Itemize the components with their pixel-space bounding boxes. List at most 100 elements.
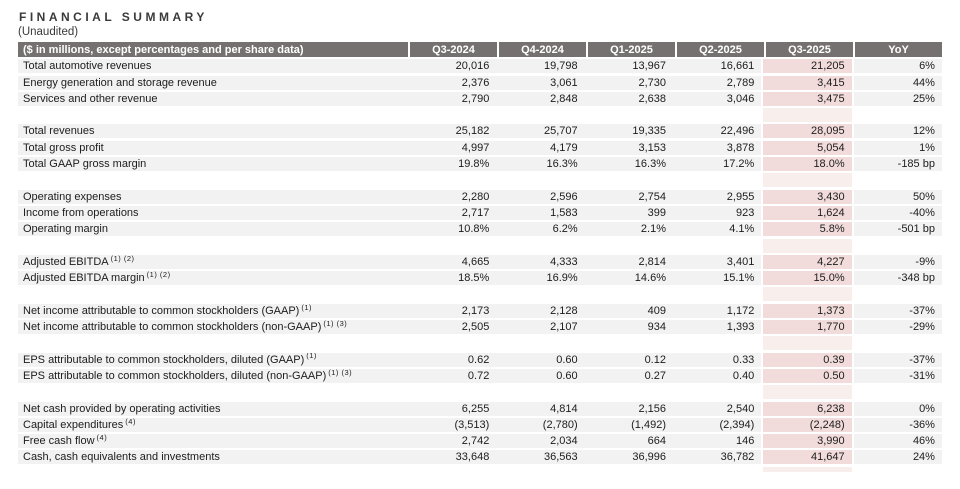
value-cell: 2,376 bbox=[408, 75, 497, 90]
value-cell bbox=[761, 173, 854, 188]
value-cell: 0.72 bbox=[408, 368, 497, 383]
value-cell bbox=[496, 108, 585, 123]
row-label: Operating expenses bbox=[18, 189, 408, 204]
value-cell: 0.40 bbox=[672, 368, 762, 383]
table-row: EPS attributable to common stockholders,… bbox=[18, 368, 942, 383]
value-cell: 2,638 bbox=[584, 91, 673, 106]
footnote-reference: (1) (2) bbox=[146, 271, 171, 279]
value-cell: 3,046 bbox=[672, 91, 762, 106]
value-cell bbox=[408, 287, 497, 302]
value-cell: 1,770 bbox=[761, 320, 854, 335]
row-label-text: Total revenues bbox=[23, 125, 95, 138]
table-row: Adjusted EBITDA margin (1) (2) 18.5% 16.9% 1… bbox=[18, 271, 942, 286]
value-cell bbox=[408, 466, 497, 472]
row-label bbox=[18, 287, 408, 302]
value-cell: 2,848 bbox=[496, 91, 585, 106]
table-row: Free cash flow (4) 2,742 2,034 664 146 3,990 46… bbox=[18, 434, 942, 449]
row-label-text: Net cash provided by operating activitie… bbox=[23, 402, 221, 415]
value-cell: 10.8% bbox=[408, 222, 497, 237]
value-cell: 0.60 bbox=[496, 352, 585, 367]
footnote-reference: (1) (2) bbox=[110, 254, 135, 263]
value-cell bbox=[496, 287, 585, 302]
value-cell bbox=[853, 287, 942, 302]
value-cell: 36,563 bbox=[496, 450, 585, 465]
row-label: Cash, cash equivalents and investments bbox=[18, 450, 408, 465]
value-cell: 2,540 bbox=[672, 401, 762, 416]
value-cell: (3,513) bbox=[408, 417, 497, 432]
column-header: ($ in millions, except percentages and p… bbox=[18, 42, 408, 57]
value-cell bbox=[496, 385, 585, 400]
row-label: Income from operations bbox=[18, 205, 408, 220]
row-label-text: Total gross profit bbox=[23, 141, 104, 154]
value-cell: 2,173 bbox=[408, 303, 497, 318]
value-cell: 36,782 bbox=[672, 450, 762, 465]
table-header-row: ($ in millions, except percentages and p… bbox=[18, 42, 942, 57]
value-cell: 2.1% bbox=[584, 222, 673, 237]
value-cell: -37% bbox=[853, 303, 942, 318]
footnote-reference: (4) bbox=[125, 417, 136, 426]
row-label: Adjusted EBITDA (1) (2) bbox=[18, 254, 408, 269]
value-cell: 2,955 bbox=[672, 189, 762, 204]
value-cell bbox=[408, 385, 497, 400]
value-cell: 16.3% bbox=[584, 157, 673, 172]
row-label: Total gross profit bbox=[18, 140, 408, 155]
value-cell: -29% bbox=[853, 320, 942, 335]
value-cell bbox=[496, 336, 585, 351]
footnote-reference: (1) bbox=[301, 303, 313, 312]
value-cell: 0.33 bbox=[672, 352, 762, 367]
row-label-text: Net income attributable to common stockh… bbox=[23, 321, 322, 334]
value-cell: 3,990 bbox=[761, 434, 854, 449]
value-cell: 20,016 bbox=[408, 59, 497, 74]
value-cell: 19.8% bbox=[408, 157, 497, 172]
value-cell: -40% bbox=[853, 205, 942, 220]
row-label bbox=[18, 466, 408, 472]
row-label: EPS attributable to common stockholders,… bbox=[18, 368, 408, 383]
value-cell bbox=[408, 336, 497, 351]
row-label: Adjusted EBITDA margin (1) (2) bbox=[18, 271, 408, 286]
row-label-text: Energy generation and storage revenue bbox=[23, 76, 217, 89]
value-cell: 17.2% bbox=[672, 157, 762, 172]
value-cell: 0.50 bbox=[761, 368, 854, 383]
spacer-row bbox=[18, 108, 942, 123]
value-cell bbox=[584, 466, 673, 472]
value-cell: 1% bbox=[853, 140, 942, 155]
value-cell: 16.9% bbox=[496, 271, 585, 286]
value-cell: 4,665 bbox=[408, 254, 497, 269]
column-header: YoY bbox=[853, 42, 942, 57]
value-cell: 25% bbox=[853, 91, 942, 106]
footnote-reference: (1) (3) bbox=[328, 368, 353, 377]
value-cell bbox=[761, 238, 854, 253]
table-row: Total gross profit 4,997 4,179 3,153 3,878 5,… bbox=[18, 140, 942, 155]
value-cell: 6% bbox=[853, 59, 942, 74]
value-cell: 22,496 bbox=[672, 124, 762, 139]
value-cell: 18.0% bbox=[761, 157, 854, 172]
spacer-row bbox=[18, 385, 942, 400]
row-label: Total automotive revenues bbox=[18, 59, 408, 74]
row-label-text: Operating margin bbox=[23, 223, 108, 236]
value-cell: 15.0% bbox=[761, 271, 854, 286]
value-cell: 36,996 bbox=[584, 450, 673, 465]
row-label-text: Free cash flow bbox=[23, 435, 95, 448]
value-cell: 33,648 bbox=[408, 450, 497, 465]
table-row: Services and other revenue 2,790 2,848 2,63… bbox=[18, 91, 942, 106]
value-cell bbox=[584, 385, 673, 400]
value-cell bbox=[672, 173, 762, 188]
table-row: EPS attributable to common stockholders,… bbox=[18, 352, 942, 367]
table-row: Net cash provided by operating activitie… bbox=[18, 401, 942, 416]
value-cell: 16,661 bbox=[672, 59, 762, 74]
table-row: Operating expenses 2,280 2,596 2,754 2,955 3,… bbox=[18, 189, 942, 204]
value-cell: 3,415 bbox=[761, 75, 854, 90]
row-label-text: Adjusted EBITDA margin bbox=[23, 272, 145, 285]
value-cell: -31% bbox=[853, 368, 942, 383]
value-cell: -348 bp bbox=[853, 271, 942, 286]
value-cell: 3,153 bbox=[584, 140, 673, 155]
value-cell: 923 bbox=[672, 205, 762, 220]
value-cell bbox=[496, 238, 585, 253]
value-cell bbox=[584, 173, 673, 188]
row-label bbox=[18, 385, 408, 400]
value-cell: 664 bbox=[584, 434, 673, 449]
value-cell: 5,054 bbox=[761, 140, 854, 155]
value-cell: 0.12 bbox=[584, 352, 673, 367]
footnote-reference: (4) bbox=[96, 434, 108, 442]
value-cell: -36% bbox=[853, 417, 942, 432]
